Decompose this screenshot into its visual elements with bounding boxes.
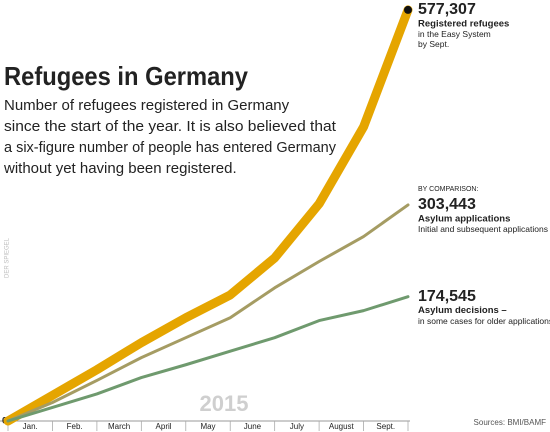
annotation-note: in the Easy System (418, 29, 491, 39)
subtitle: a six-figure number of people has entere… (4, 139, 336, 156)
subtitle: without yet having been registered. (3, 160, 237, 177)
annotation-kicker: BY COMPARISON: (418, 186, 478, 193)
source: Sources: BMI/BAMF (474, 418, 547, 427)
x-tick-label: Jan. (23, 422, 38, 431)
watermark: DER SPIEGEL (5, 237, 11, 278)
annotation-note: by Sept. (418, 39, 449, 49)
annotation-note: Initial and subsequent applications (418, 224, 548, 234)
x-tick-label: April (156, 422, 172, 431)
x-tick-label: Feb. (67, 422, 83, 431)
end-dot (404, 5, 412, 14)
x-tick-label: July (290, 422, 304, 431)
annotation-note: in some cases for older applications (418, 316, 550, 326)
series-line (6, 295, 410, 423)
x-tick-label: March (108, 422, 130, 431)
year-label: 2015 (200, 391, 249, 416)
series-line (6, 203, 410, 423)
subtitle: Number of refugees registered in Germany (4, 97, 290, 114)
value-label: 174,545 (418, 288, 476, 305)
chart-title: Refugees in Germany (4, 61, 248, 91)
series-name: Registered refugees (418, 18, 509, 29)
x-tick-label: June (244, 422, 262, 431)
series-name: Asylum decisions – (418, 305, 507, 316)
x-tick-label: August (329, 422, 355, 431)
value-label: 303,443 (418, 196, 476, 213)
x-tick-label: Sept. (376, 422, 395, 431)
subtitle: since the start of the year. It is also … (4, 118, 337, 135)
series-name: Asylum applications (418, 213, 510, 224)
x-tick-label: May (200, 422, 215, 431)
series-line (3, 5, 413, 426)
value-label: 577,307 (418, 1, 476, 18)
